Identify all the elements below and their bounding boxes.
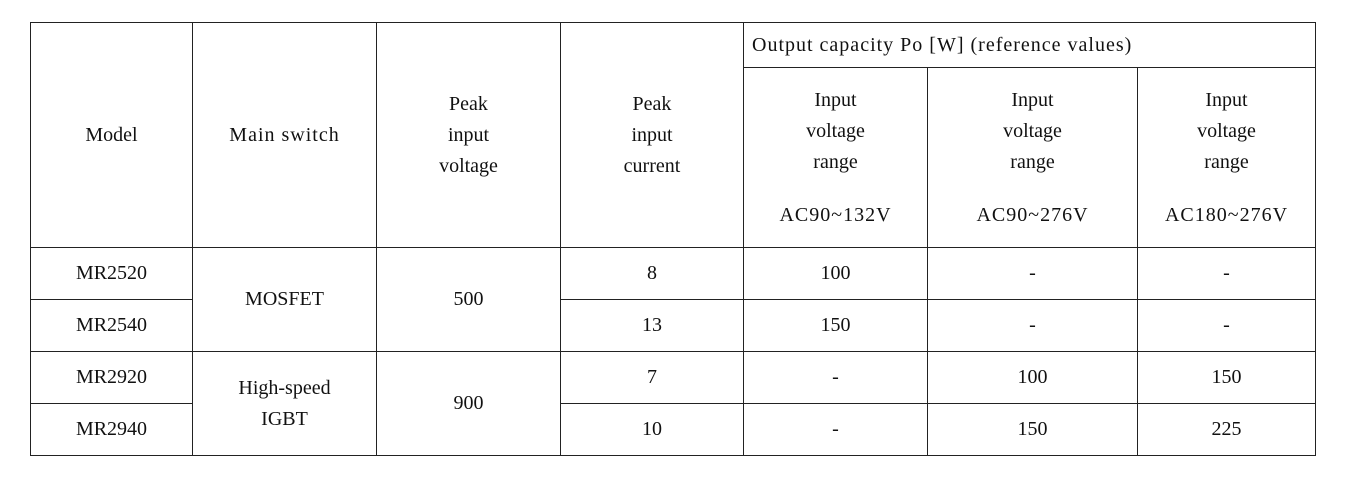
output-value: - [832,418,839,440]
peak-current: 10 [642,418,662,440]
model-header: Model [85,123,138,146]
model-cell: MR2920 [30,351,193,404]
model-cell: MR2540 [30,299,193,352]
header-row: Model Main switch Peak input voltage Peak i… [30,22,1316,248]
peak-current-cell: 10 [560,403,744,456]
output-value: - [1223,314,1230,336]
output-value-cell: - [743,403,928,456]
output-value: 100 [1017,366,1048,388]
body-row: MR2520 MOSFET 500 8 100 - - [30,247,1316,352]
output-value: 225 [1211,418,1242,440]
model-cell: MR2940 [30,403,193,456]
output-value: - [832,366,839,388]
main-switch: High-speed IGBT [238,376,331,430]
output-value-cell: - [927,247,1138,300]
model: MR2920 [75,366,148,388]
model-cell: MR2520 [30,247,193,300]
model: MR2940 [75,418,148,440]
range-header-cell: Input voltage range AC90~132V [743,67,928,248]
peak-current: 13 [642,314,662,336]
peak-current: 7 [647,366,657,388]
peak-voltage-header-cell: Peak input voltage [376,22,561,248]
main-switch-header-cell: Main switch [192,22,377,248]
output-value-cell: - [743,351,928,404]
range-value: AC90~276V [976,203,1089,226]
output-value: 100 [820,262,851,284]
output-value: - [1029,262,1036,284]
peak-voltage-cell: 500 [376,247,561,352]
model: MR2520 [75,262,148,284]
peak-voltage-cell: 900 [376,351,561,456]
main-switch-cell: MOSFET [192,247,377,352]
output-value-cell: 225 [1137,403,1316,456]
range-label: Input voltage range [806,88,865,173]
output-value: 150 [820,314,851,336]
output-value-cell: 150 [927,403,1138,456]
peak-current: 8 [647,262,657,284]
output-header-cell: Output capacity Po [W] (reference values… [743,22,1316,68]
output-value-cell: 150 [1137,351,1316,404]
output-value-cell: 100 [743,247,928,300]
model-header-cell: Model [30,22,193,248]
peak-voltage: 900 [453,392,484,414]
body-row: MR2540 13 150 - - [30,299,1316,352]
range-header-cell: Input voltage range AC180~276V [1137,67,1316,248]
peak-current-cell: 13 [560,299,744,352]
range-value: AC180~276V [1164,203,1289,226]
spec-table: Model Main switch Peak input voltage Peak i… [30,22,1316,456]
output-value: 150 [1211,366,1242,388]
main-switch-header: Main switch [229,123,340,146]
range-value: AC90~132V [779,203,892,226]
peak-current-cell: 8 [560,247,744,300]
model: MR2540 [75,314,148,336]
range-label: Input voltage range [1003,88,1062,173]
output-value-cell: 150 [743,299,928,352]
output-value-cell: 100 [927,351,1138,404]
main-switch-cell: High-speed IGBT [192,351,377,456]
body-row: MR2940 10 - 150 225 [30,403,1316,456]
output-value-cell: - [927,299,1138,352]
range-label: Input voltage range [1197,88,1256,173]
main-switch: MOSFET [245,288,324,310]
output-value-cell: - [1137,247,1316,300]
peak-voltage-header: Peak input voltage [439,92,498,177]
output-value: 150 [1017,418,1048,440]
peak-current-header: Peak input current [623,92,681,177]
output-header: Output capacity Po [W] (reference values… [752,33,1133,56]
peak-voltage: 500 [453,288,484,310]
output-value: - [1029,314,1036,336]
peak-current-header-cell: Peak input current [560,22,744,248]
output-value: - [1223,262,1230,284]
peak-current-cell: 7 [560,351,744,404]
body-row: MR2920 High-speed IGBT 900 7 - 100 150 [30,351,1316,456]
range-header-cell: Input voltage range AC90~276V [927,67,1138,248]
output-value-cell: - [1137,299,1316,352]
